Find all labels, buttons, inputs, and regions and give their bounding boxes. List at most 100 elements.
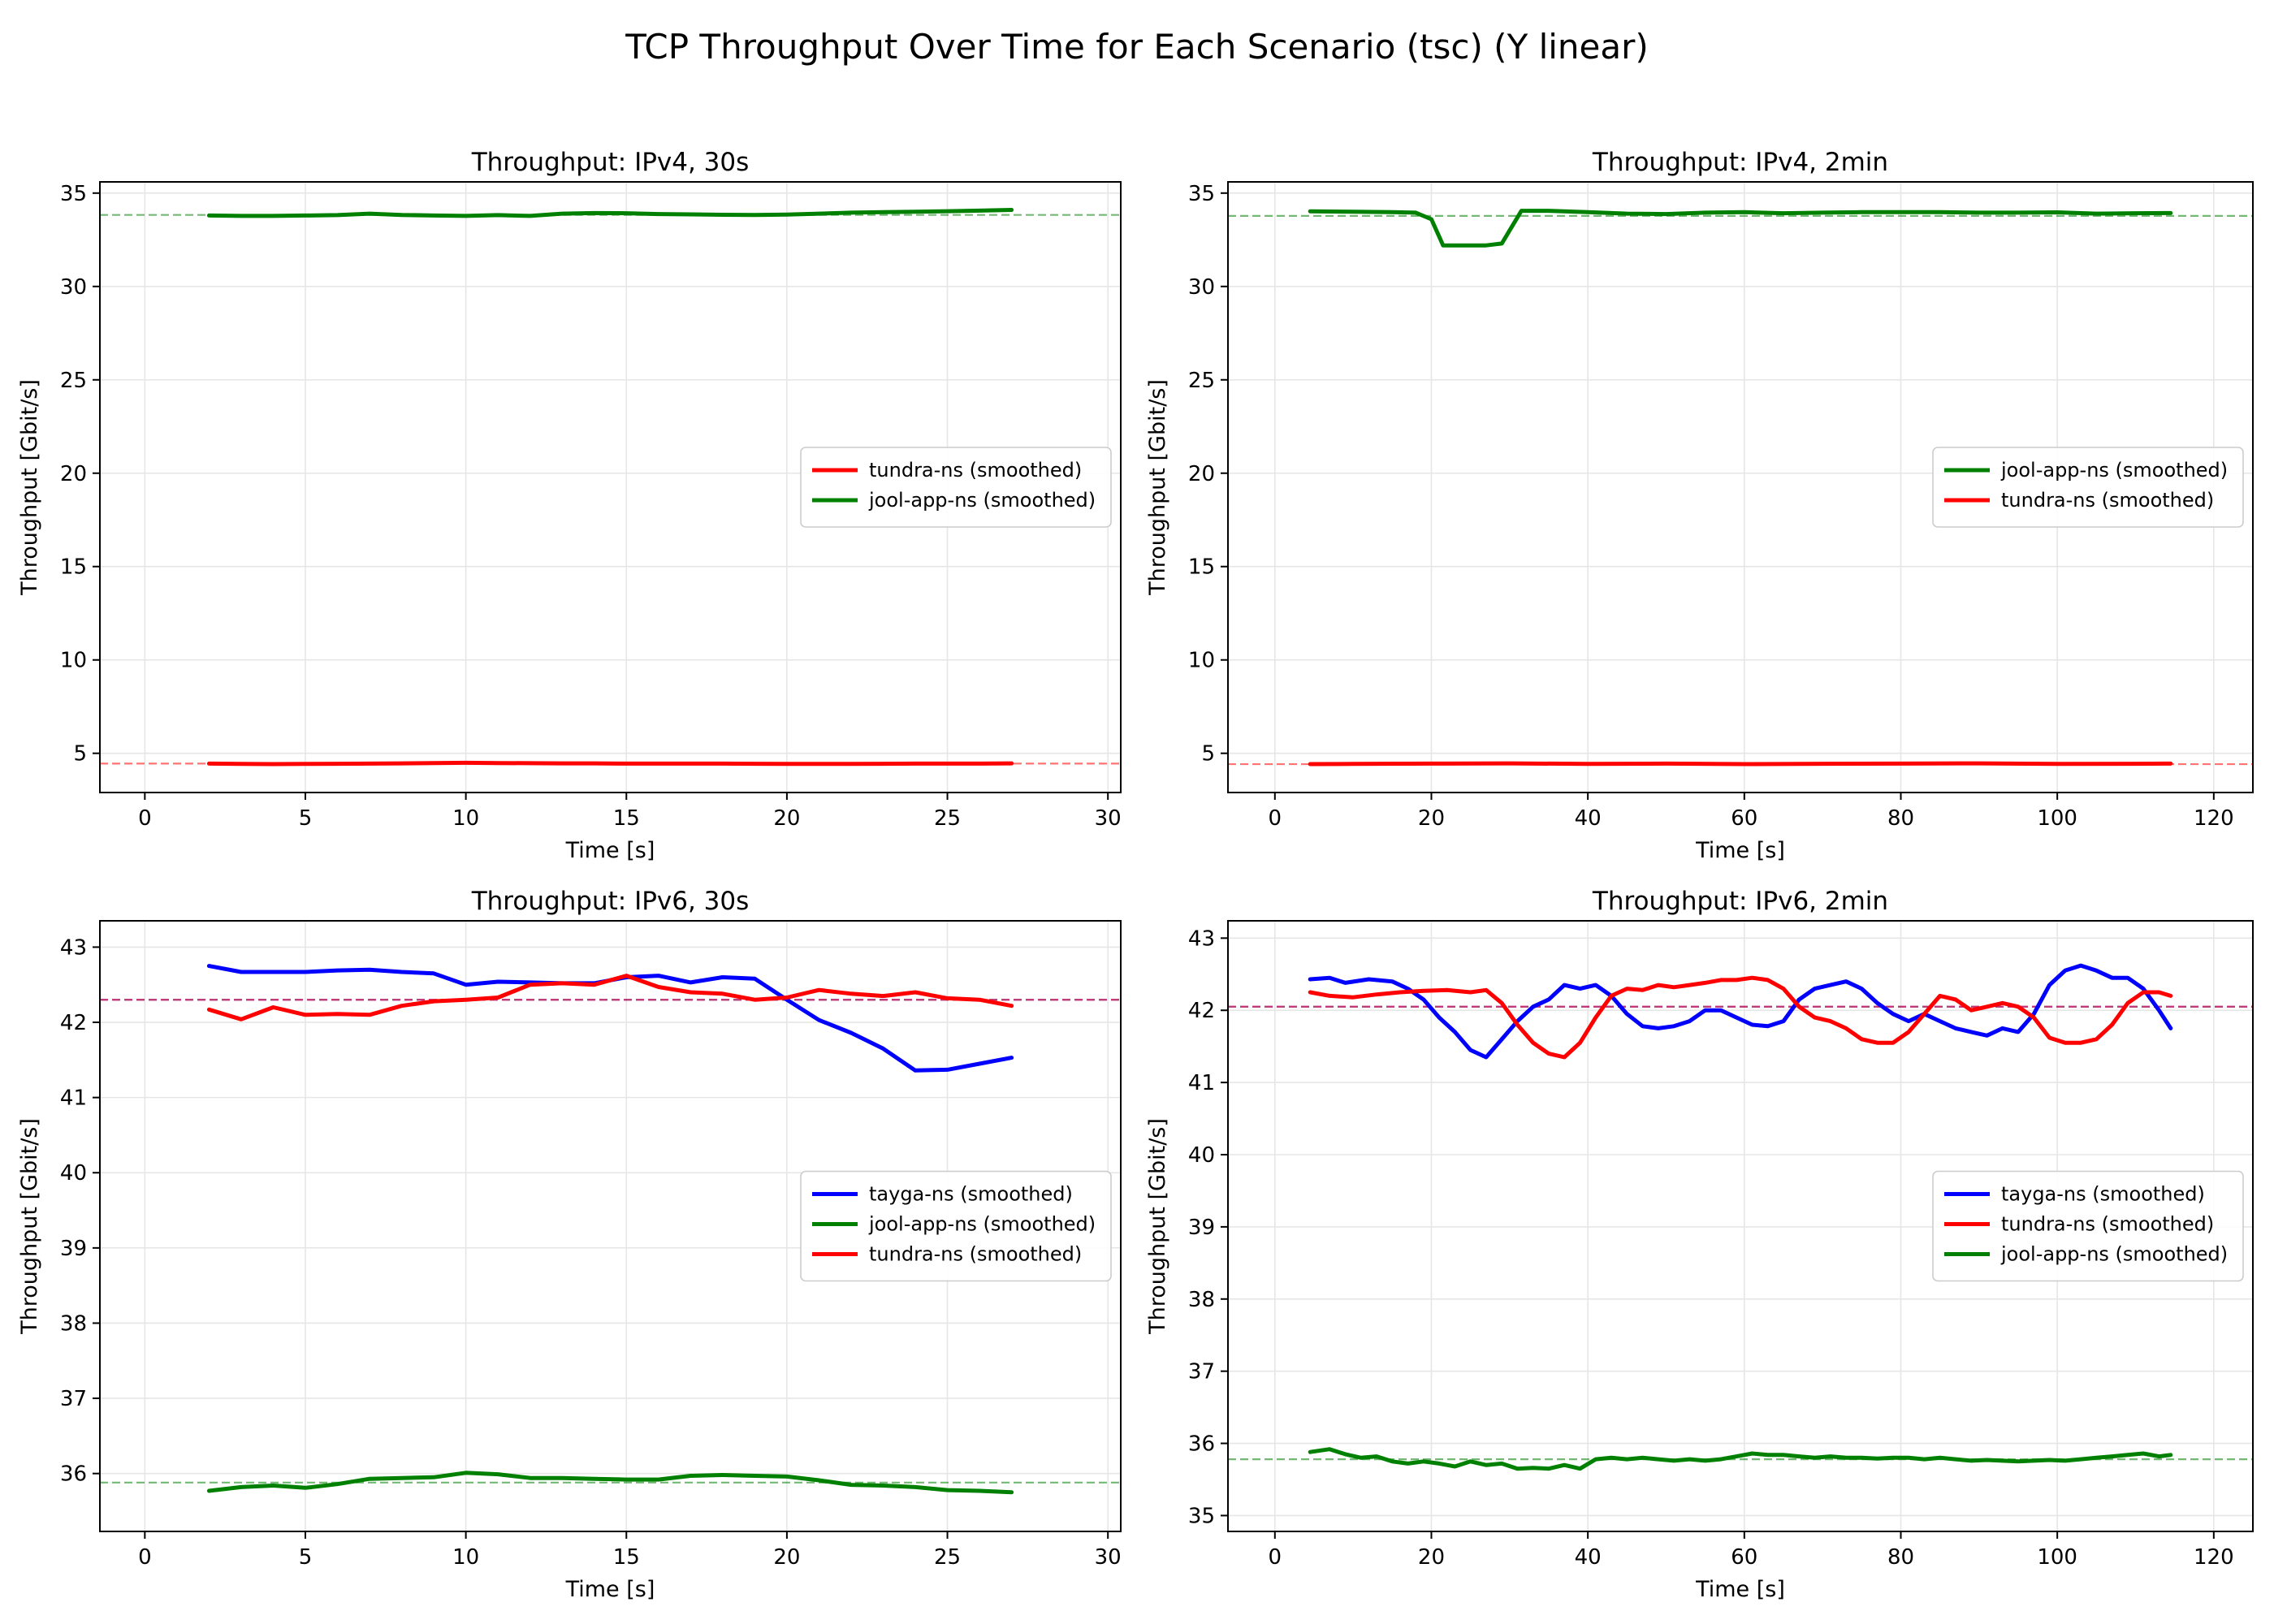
data-point-tundra-ns — [1688, 984, 1691, 986]
data-point-tundra-ns — [625, 762, 628, 765]
data-point-tundra-ns — [1399, 991, 1401, 993]
data-point-jool-app-ns — [1829, 1455, 1831, 1458]
data-point-jool-app-ns — [625, 212, 628, 214]
data-point-tundra-ns — [1743, 763, 1745, 765]
data-point-tayga-ns — [1469, 1049, 1472, 1051]
data-point-tayga-ns — [1563, 984, 1566, 986]
data-point-jool-app-ns — [2169, 1453, 2172, 1456]
y-tick-label: 40 — [1188, 1143, 1215, 1168]
legend-label-tundra-ns: tundra-ns (smoothed) — [2001, 1213, 2214, 1236]
data-point-tundra-ns — [433, 1000, 434, 1002]
data-point-tundra-ns — [1657, 984, 1659, 986]
data-point-jool-app-ns — [1626, 1458, 1628, 1460]
y-tick-label: 15 — [1188, 555, 1215, 580]
y-tick-label: 25 — [1188, 369, 1215, 393]
data-point-tundra-ns — [593, 762, 595, 764]
x-tick-label: 15 — [613, 806, 640, 831]
data-point-tundra-ns — [1309, 991, 1312, 993]
x-tick-label: 30 — [1095, 806, 1122, 831]
series-line-jool-app-ns — [206, 208, 1014, 218]
legend: tundra-ns (smoothed) jool-app-ns (smoothe… — [800, 447, 1112, 528]
data-point-tundra-ns — [690, 991, 692, 993]
y-tick-label: 42 — [60, 1011, 87, 1035]
data-point-tundra-ns — [2111, 1024, 2113, 1026]
subplot-title: Throughput: IPv6, 2min — [1592, 887, 1888, 916]
data-point-tundra-ns — [657, 986, 659, 988]
data-point-tundra-ns — [818, 989, 820, 991]
data-point-jool-app-ns — [1469, 1460, 1472, 1462]
data-point-jool-app-ns — [1407, 1462, 1409, 1465]
data-point-jool-app-ns — [208, 214, 210, 217]
data-point-jool-app-ns — [1861, 211, 1863, 214]
data-point-tundra-ns — [2169, 995, 2172, 997]
data-point-tundra-ns — [786, 996, 788, 999]
legend: jool-app-ns (smoothed) tundra-ns (smoothe… — [1932, 447, 2244, 528]
data-point-tayga-ns — [208, 965, 210, 967]
data-point-jool-app-ns — [1610, 1457, 1612, 1459]
data-point-tundra-ns — [369, 762, 370, 765]
data-point-jool-app-ns — [561, 213, 564, 214]
data-point-jool-app-ns — [336, 214, 339, 216]
data-point-tundra-ns — [1508, 762, 1511, 764]
data-point-jool-app-ns — [1783, 1453, 1784, 1456]
data-point-tundra-ns — [1309, 763, 1312, 765]
data-point-tayga-ns — [1766, 1025, 1769, 1027]
data-point-tundra-ns — [1736, 979, 1738, 981]
data-point-tundra-ns — [400, 762, 403, 764]
data-point-jool-app-ns — [946, 210, 949, 212]
y-tick-label: 40 — [60, 1161, 87, 1186]
data-point-tundra-ns — [208, 1009, 210, 1011]
data-point-tundra-ns — [946, 762, 949, 765]
data-point-tayga-ns — [914, 1069, 916, 1072]
data-point-jool-app-ns — [1415, 212, 1417, 214]
legend: tayga-ns (smoothed) jool-app-ns (smoothed… — [800, 1170, 1112, 1282]
data-point-jool-app-ns — [2048, 1459, 2051, 1461]
data-point-tundra-ns — [2017, 1005, 2019, 1008]
x-tick-label: 20 — [773, 1545, 800, 1570]
data-point-jool-app-ns — [1454, 1466, 1456, 1467]
data-point-tundra-ns — [1814, 1017, 1816, 1018]
data-point-tundra-ns — [1986, 1005, 1988, 1008]
data-point-tayga-ns — [1955, 1027, 1956, 1030]
subplot-4: 0 20 40 60 80 100 120 35 36 37 38 39 40 41 42 43 Through… — [1145, 887, 2254, 1602]
data-point-tundra-ns — [1532, 1042, 1534, 1044]
data-point-jool-app-ns — [400, 1477, 403, 1479]
data-point-jool-app-ns — [1751, 1453, 1753, 1454]
data-point-jool-app-ns — [1900, 211, 1902, 214]
data-point-tundra-ns — [979, 999, 980, 1001]
x-tick-label: 0 — [1269, 1545, 1282, 1570]
data-point-tayga-ns — [2142, 987, 2145, 990]
data-point-jool-app-ns — [625, 1479, 628, 1480]
data-point-tayga-ns — [1309, 978, 1312, 980]
data-point-tundra-ns — [1861, 1038, 1863, 1040]
data-point-jool-app-ns — [2142, 1453, 2145, 1454]
data-point-jool-app-ns — [1766, 1453, 1769, 1456]
data-point-tundra-ns — [465, 999, 467, 1001]
data-point-tayga-ns — [946, 1069, 949, 1071]
x-tick-label: 40 — [1575, 806, 1602, 831]
data-point-tayga-ns — [2158, 1009, 2160, 1012]
data-point-tundra-ns — [369, 1013, 370, 1016]
x-tick-label: 25 — [934, 806, 961, 831]
data-point-tundra-ns — [1579, 1042, 1581, 1044]
data-point-jool-app-ns — [914, 210, 916, 213]
data-point-jool-app-ns — [1939, 211, 1941, 214]
data-point-tundra-ns — [2048, 1037, 2051, 1039]
data-point-tundra-ns — [1626, 987, 1628, 990]
data-point-tundra-ns — [914, 991, 916, 993]
x-axis-label: Time [s] — [1695, 1577, 1785, 1602]
data-point-tayga-ns — [240, 971, 242, 973]
data-point-tayga-ns — [1908, 1020, 1910, 1022]
data-point-tundra-ns — [882, 762, 884, 765]
data-point-jool-app-ns — [1657, 1458, 1659, 1460]
data-point-tundra-ns — [2127, 1002, 2129, 1004]
legend-label-tayga-ns: tayga-ns (smoothed) — [2001, 1183, 2205, 1206]
data-point-tayga-ns — [1829, 984, 1831, 986]
data-point-tayga-ns — [1939, 1020, 1941, 1022]
y-tick-label: 20 — [1188, 462, 1215, 486]
y-tick-label: 37 — [60, 1387, 87, 1411]
data-point-tayga-ns — [497, 981, 499, 983]
data-point-jool-app-ns — [1783, 212, 1784, 214]
data-point-jool-app-ns — [593, 212, 595, 214]
y-axis-label: Throughput [Gbit/s] — [1145, 379, 1170, 596]
